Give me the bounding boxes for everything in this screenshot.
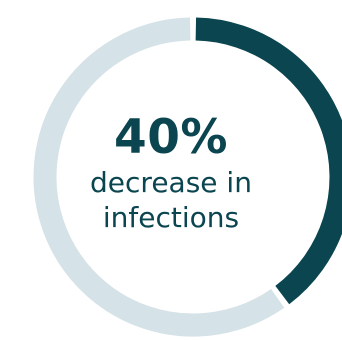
donut-segment-remaining: [33, 17, 285, 337]
donut-segment-highlight: [195, 17, 342, 305]
